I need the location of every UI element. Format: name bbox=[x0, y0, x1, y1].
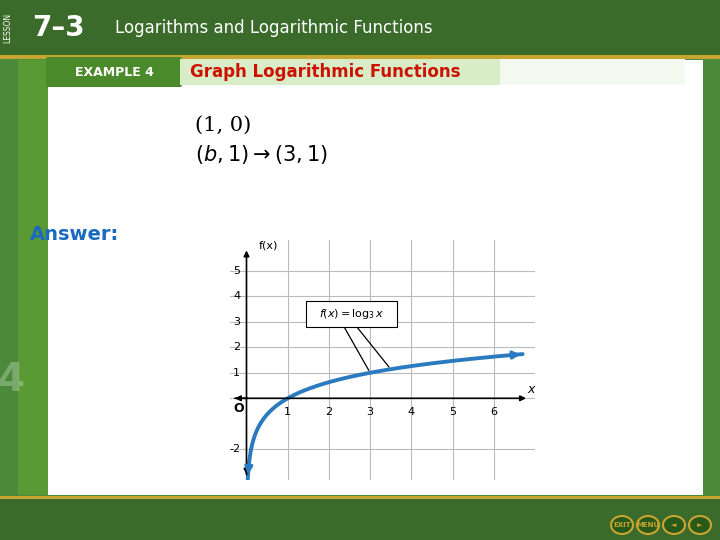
Text: 5: 5 bbox=[233, 266, 240, 275]
Text: $f(x) = \log_3 x$: $f(x) = \log_3 x$ bbox=[319, 307, 384, 321]
Text: EXIT: EXIT bbox=[613, 522, 631, 528]
FancyBboxPatch shape bbox=[0, 55, 720, 59]
Text: 7–3: 7–3 bbox=[32, 14, 85, 42]
Text: 4: 4 bbox=[0, 361, 24, 399]
Ellipse shape bbox=[611, 516, 633, 534]
FancyBboxPatch shape bbox=[0, 498, 720, 540]
Text: -2: -2 bbox=[229, 444, 240, 454]
Text: 1: 1 bbox=[233, 368, 240, 378]
Text: LESSON: LESSON bbox=[4, 13, 12, 43]
FancyBboxPatch shape bbox=[0, 0, 720, 55]
Text: ◄: ◄ bbox=[671, 522, 677, 528]
FancyBboxPatch shape bbox=[18, 60, 703, 495]
Text: MENU: MENU bbox=[636, 522, 660, 528]
Text: 4: 4 bbox=[408, 407, 415, 417]
Text: 4: 4 bbox=[233, 291, 240, 301]
Text: 1: 1 bbox=[284, 407, 291, 417]
Text: Logarithms and Logarithmic Functions: Logarithms and Logarithmic Functions bbox=[115, 19, 433, 37]
Text: f(x): f(x) bbox=[259, 240, 278, 250]
FancyBboxPatch shape bbox=[500, 59, 685, 85]
Text: 2: 2 bbox=[325, 407, 333, 417]
FancyBboxPatch shape bbox=[18, 60, 48, 495]
Text: Answer:: Answer: bbox=[30, 226, 120, 245]
Text: 3: 3 bbox=[233, 316, 240, 327]
Text: 5: 5 bbox=[449, 407, 456, 417]
Text: $(b, 1) \rightarrow (3, 1)$: $(b, 1) \rightarrow (3, 1)$ bbox=[195, 144, 328, 166]
Text: O: O bbox=[234, 402, 244, 415]
Text: EXAMPLE 4: EXAMPLE 4 bbox=[75, 65, 153, 78]
Text: (1, 0): (1, 0) bbox=[195, 116, 251, 134]
Ellipse shape bbox=[663, 516, 685, 534]
Text: Graph Logarithmic Functions: Graph Logarithmic Functions bbox=[190, 63, 461, 81]
Ellipse shape bbox=[689, 516, 711, 534]
Text: 2: 2 bbox=[233, 342, 240, 352]
Text: x: x bbox=[527, 383, 534, 396]
FancyBboxPatch shape bbox=[0, 496, 720, 499]
Text: 6: 6 bbox=[490, 407, 498, 417]
FancyBboxPatch shape bbox=[180, 59, 685, 85]
Text: 3: 3 bbox=[366, 407, 374, 417]
Text: ►: ► bbox=[697, 522, 703, 528]
FancyBboxPatch shape bbox=[306, 301, 397, 327]
FancyBboxPatch shape bbox=[46, 57, 182, 87]
Ellipse shape bbox=[637, 516, 659, 534]
